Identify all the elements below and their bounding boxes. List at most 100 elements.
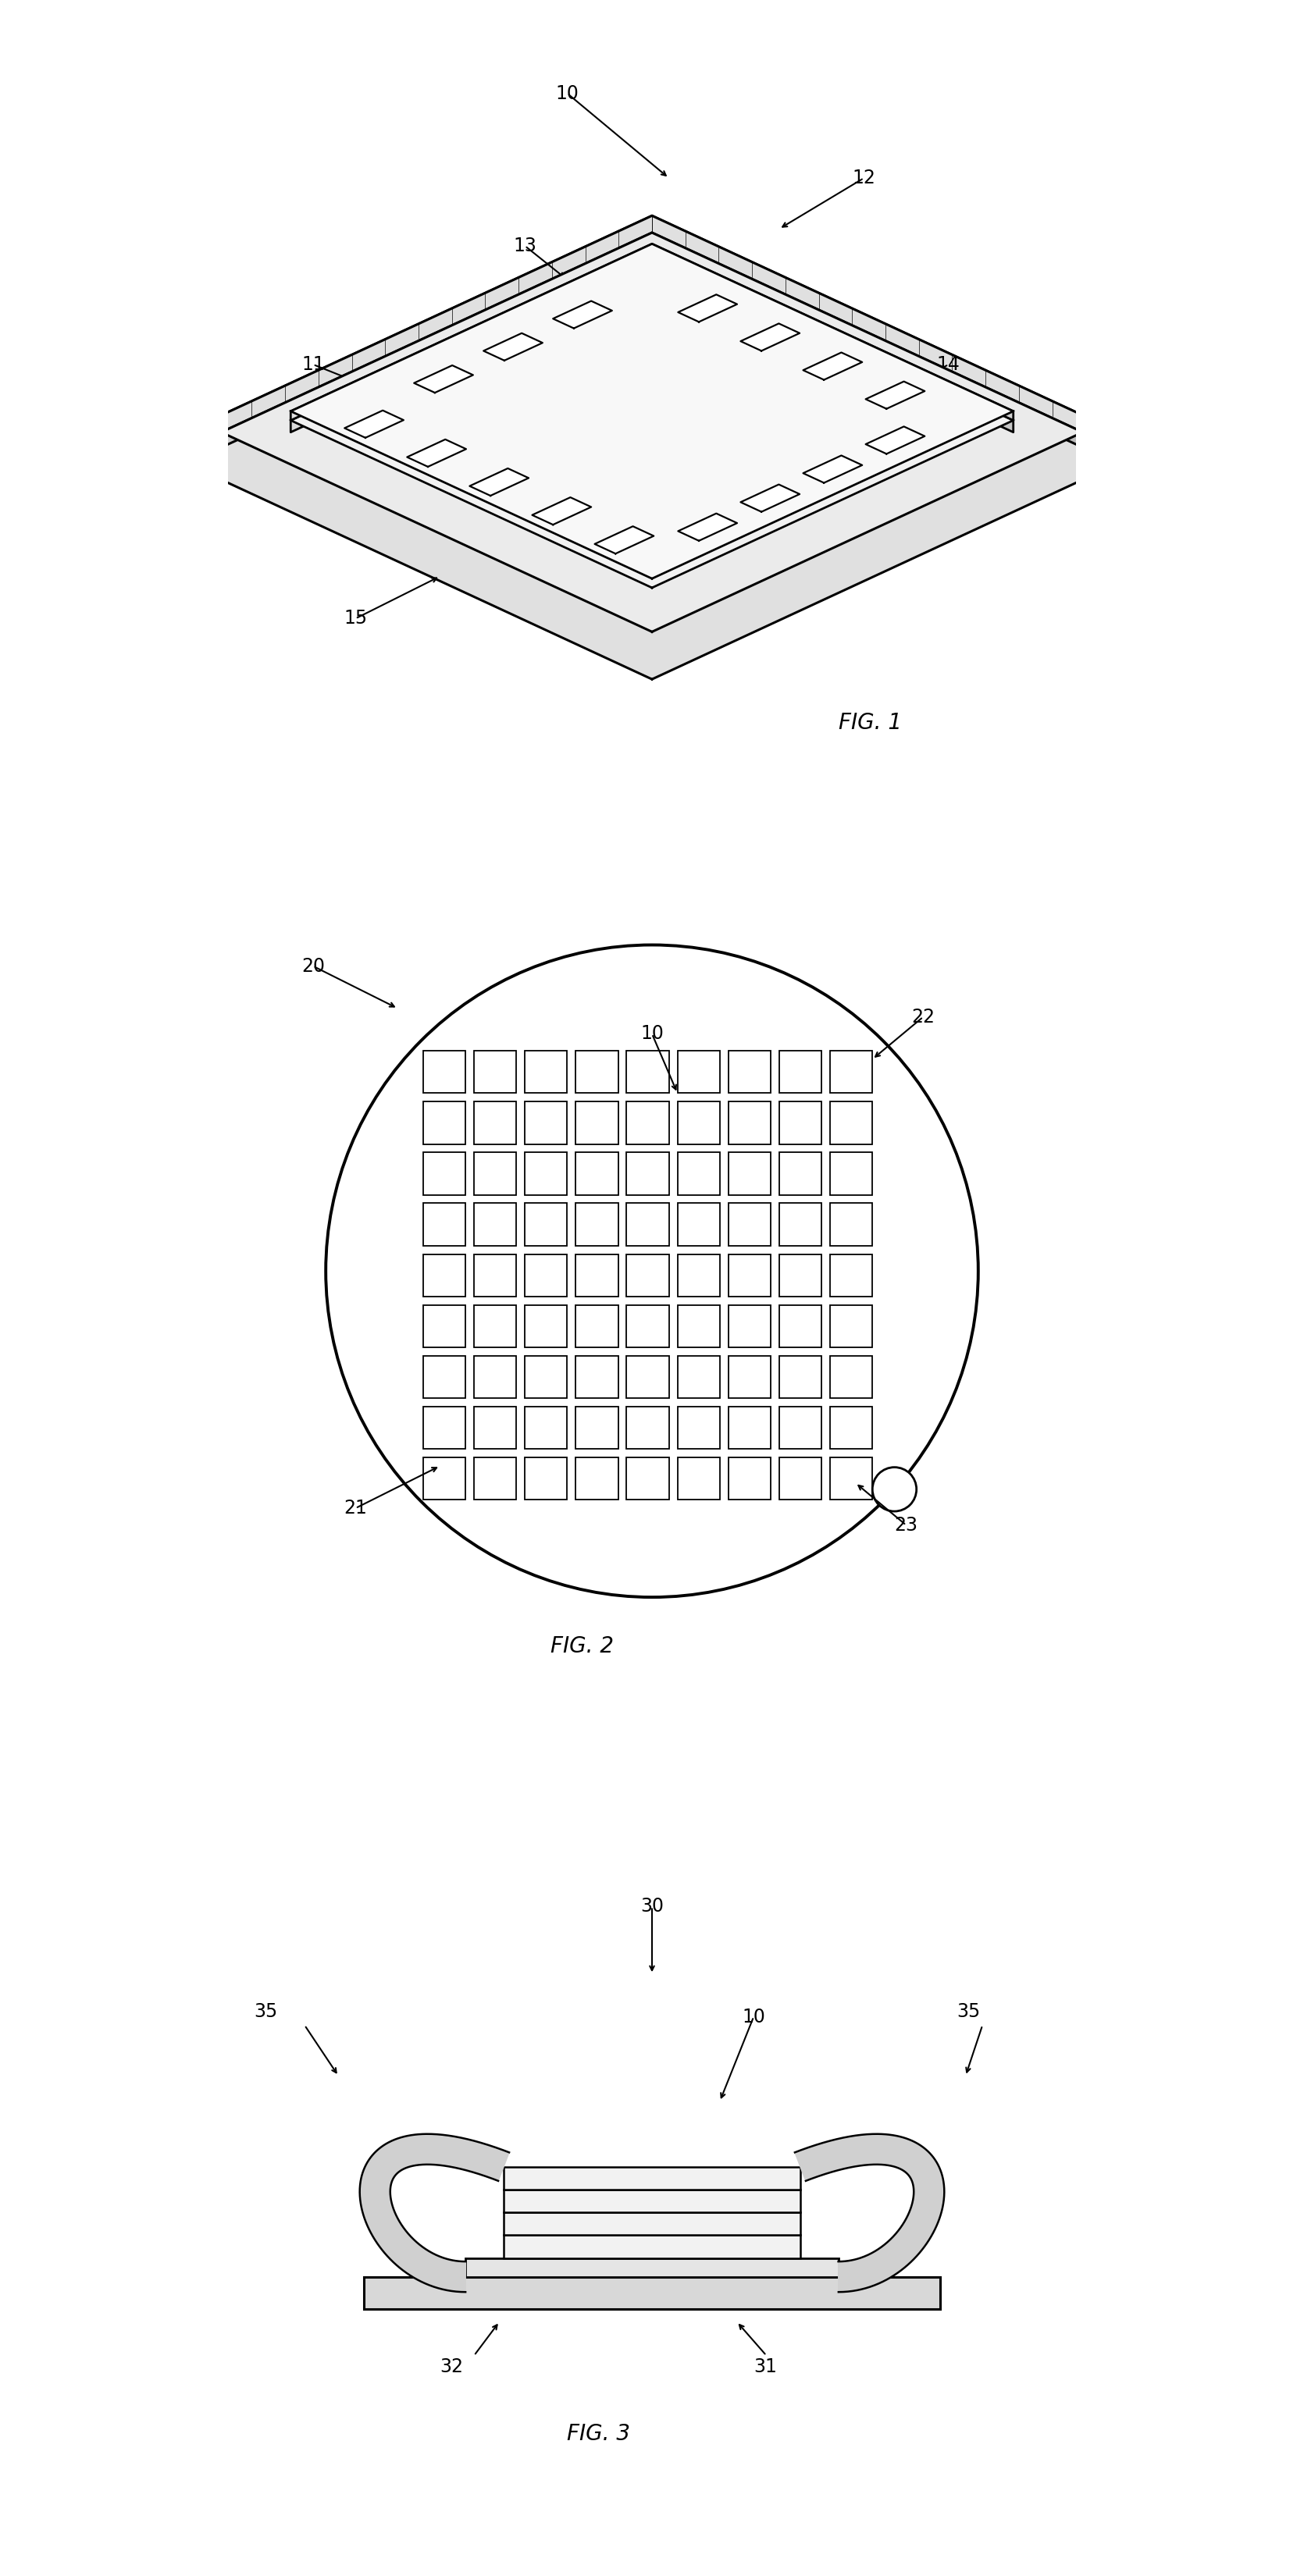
Bar	[475, 1406, 516, 1448]
Bar	[526, 1306, 567, 1347]
Bar	[677, 1355, 720, 1399]
Text: 10: 10	[742, 2007, 765, 2027]
Bar	[677, 1103, 720, 1144]
Bar	[576, 1306, 618, 1347]
Bar	[424, 1406, 466, 1448]
Bar	[778, 1406, 822, 1448]
Polygon shape	[407, 440, 466, 466]
Text: 35: 35	[254, 2002, 278, 2020]
Bar	[424, 1151, 466, 1195]
Polygon shape	[553, 301, 612, 327]
Bar	[829, 1203, 872, 1247]
Polygon shape	[741, 325, 799, 350]
Bar	[576, 1151, 618, 1195]
Bar	[627, 1458, 669, 1499]
Bar	[829, 1103, 872, 1144]
Polygon shape	[532, 497, 591, 526]
Bar	[627, 1151, 669, 1195]
Bar	[677, 1458, 720, 1499]
Polygon shape	[652, 232, 1082, 448]
Bar	[475, 1051, 516, 1092]
Bar	[627, 1051, 669, 1092]
Bar	[526, 1458, 567, 1499]
Text: 13: 13	[708, 355, 732, 374]
Text: 12: 12	[853, 167, 875, 188]
Bar	[627, 1355, 669, 1399]
Polygon shape	[291, 252, 652, 433]
Bar	[677, 1151, 720, 1195]
Polygon shape	[415, 366, 473, 392]
Bar	[475, 1306, 516, 1347]
Bar	[728, 1355, 771, 1399]
Bar	[424, 1255, 466, 1296]
Bar	[829, 1306, 872, 1347]
Polygon shape	[678, 513, 737, 541]
Bar	[576, 1203, 618, 1247]
Text: 32: 32	[441, 2357, 464, 2378]
Bar	[778, 1203, 822, 1247]
Bar	[728, 1255, 771, 1296]
Text: 22: 22	[911, 1007, 935, 1025]
Bar	[728, 1406, 771, 1448]
Bar	[627, 1203, 669, 1247]
Bar	[526, 1255, 567, 1296]
Bar	[475, 1203, 516, 1247]
Polygon shape	[469, 469, 528, 495]
Polygon shape	[291, 252, 1013, 587]
Bar	[424, 1458, 466, 1499]
Polygon shape	[344, 410, 404, 438]
Bar	[728, 1203, 771, 1247]
Bar	[475, 1355, 516, 1399]
Bar	[503, 2190, 801, 2213]
Bar	[526, 1151, 567, 1195]
Polygon shape	[360, 2133, 509, 2293]
Bar	[778, 1051, 822, 1092]
Text: 31: 31	[754, 2357, 777, 2378]
Polygon shape	[291, 245, 1013, 580]
Bar	[424, 1306, 466, 1347]
Bar	[677, 1406, 720, 1448]
Text: 23: 23	[895, 1515, 918, 1535]
Bar	[526, 1203, 567, 1247]
Bar	[627, 1255, 669, 1296]
Polygon shape	[222, 232, 652, 448]
Bar	[576, 1406, 618, 1448]
Text: 14: 14	[936, 355, 960, 374]
Polygon shape	[741, 484, 799, 513]
Bar	[475, 1151, 516, 1195]
Bar	[627, 1103, 669, 1144]
Bar	[526, 1051, 567, 1092]
Polygon shape	[222, 232, 1082, 631]
Polygon shape	[291, 245, 652, 420]
Bar	[503, 2166, 801, 2190]
Bar	[526, 1355, 567, 1399]
Polygon shape	[595, 526, 653, 554]
Bar	[503, 2213, 801, 2236]
Bar	[829, 1458, 872, 1499]
Bar	[576, 1255, 618, 1296]
Bar	[466, 2259, 838, 2277]
Bar	[728, 1458, 771, 1499]
Bar	[778, 1151, 822, 1195]
Polygon shape	[678, 294, 737, 322]
Bar	[503, 2236, 801, 2259]
Circle shape	[872, 1468, 917, 1512]
Text: FIG. 3: FIG. 3	[567, 2424, 631, 2445]
Polygon shape	[652, 252, 1013, 433]
Polygon shape	[151, 216, 652, 464]
Polygon shape	[866, 428, 925, 453]
Bar	[728, 1151, 771, 1195]
Bar	[829, 1406, 872, 1448]
Polygon shape	[803, 353, 862, 379]
Bar	[526, 1406, 567, 1448]
Polygon shape	[652, 245, 1013, 420]
Polygon shape	[151, 216, 1153, 680]
Text: 35: 35	[957, 2002, 981, 2020]
Bar	[677, 1306, 720, 1347]
Text: 10: 10	[640, 1025, 664, 1043]
Bar	[364, 2277, 940, 2308]
Bar	[424, 1355, 466, 1399]
Bar	[829, 1255, 872, 1296]
Text: 15: 15	[344, 608, 368, 629]
Text: 13: 13	[514, 237, 536, 255]
